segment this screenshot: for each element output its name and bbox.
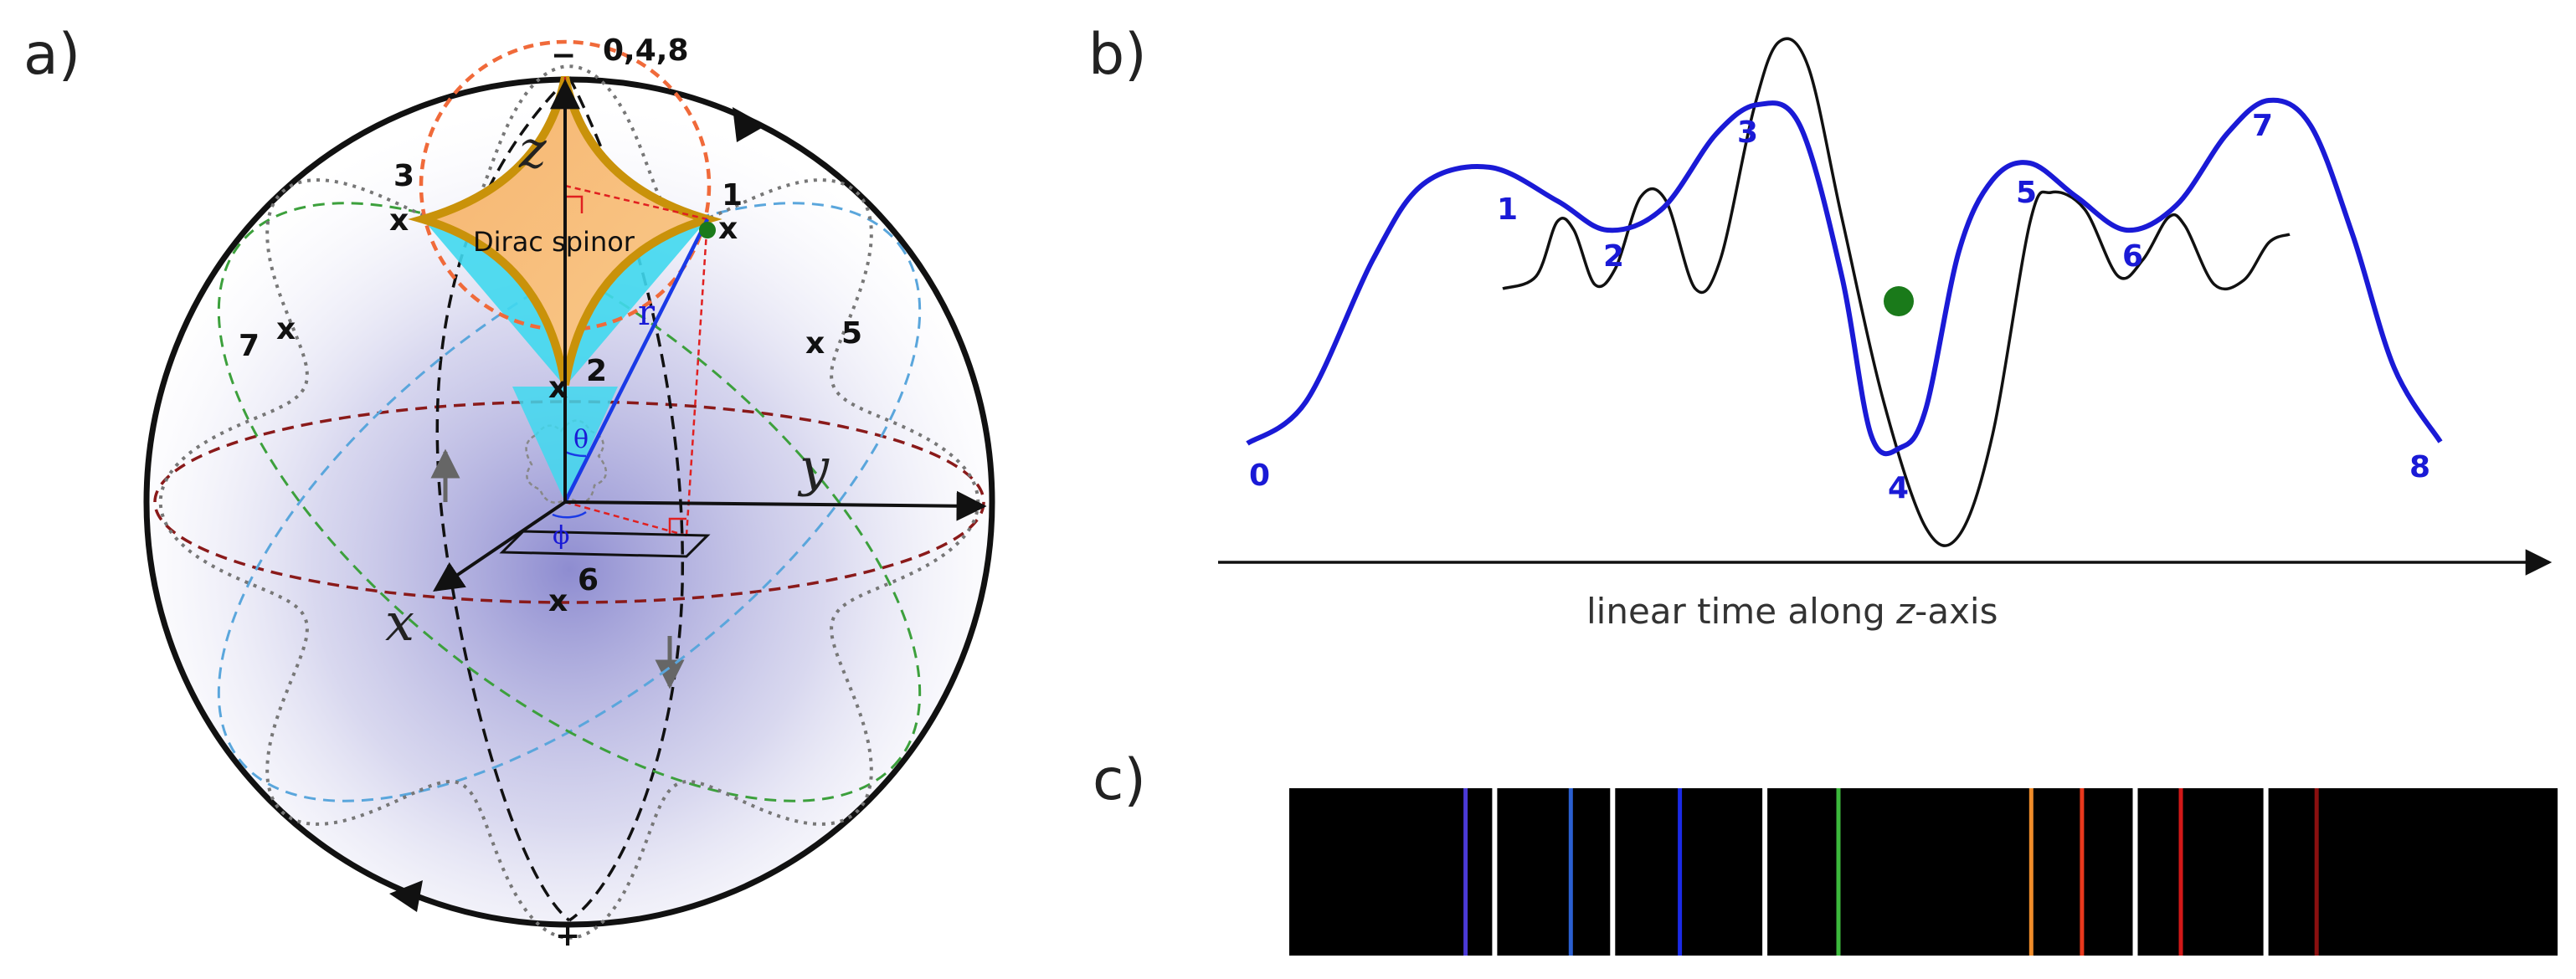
panel-b-label: b): [1088, 22, 1147, 88]
spectrum-line-3: [1836, 788, 1841, 956]
spectrum-line-5: [2080, 788, 2085, 956]
point-2-label: 2: [586, 354, 607, 388]
panel-b: b) linear time along z-axis 0 1 2 3 4 5 …: [1088, 22, 2553, 632]
panel-c: c): [1093, 747, 2558, 956]
spectrum-line-7: [2314, 788, 2319, 956]
wavy-orbit-dotted: [158, 64, 980, 940]
wave-label-0: 0: [1249, 459, 1270, 493]
radius-label: r: [638, 292, 656, 333]
rim-arrow-bottom-icon: [389, 880, 423, 912]
right-angle-mark-bottom: [668, 517, 686, 536]
point-3-marker: x: [389, 203, 409, 238]
spectrum-gap-4: [2263, 788, 2269, 956]
x-axis-arrow: [433, 500, 567, 592]
great-circle-green: [217, 202, 922, 802]
spectrum-gap-1: [1610, 788, 1616, 956]
axis-y-label: y: [797, 437, 830, 498]
point-7: x 7: [239, 312, 296, 363]
time-axis-caption: linear time along z-axis: [1586, 591, 1998, 632]
wave-label-8: 8: [2409, 450, 2430, 484]
point-2: x 2: [548, 354, 607, 405]
point-1-label: 1: [722, 178, 743, 213]
top-pole-points: 0,4,8: [603, 33, 689, 68]
spectrum-gap-0: [1492, 788, 1498, 956]
point-1-marker: x: [718, 212, 738, 246]
panel-a: a): [23, 22, 995, 953]
spectrum-lines: [1463, 788, 2319, 956]
spectrum-line-4: [2028, 788, 2034, 956]
panel-c-label: c): [1093, 747, 1146, 813]
spectrum-line-2: [1678, 788, 1683, 956]
wave-label-1: 1: [1497, 192, 1518, 227]
point-5: x 5: [805, 316, 862, 361]
radius-vector: [563, 218, 710, 504]
dirac-spinor-label: Dirac spinor: [473, 226, 635, 258]
point-5-marker: x: [805, 326, 825, 361]
great-circle-blue: [217, 202, 922, 802]
theta-label: θ: [573, 425, 589, 454]
spectrum-line-1: [1568, 788, 1573, 956]
top-pole-marker: −: [551, 38, 576, 73]
point-7-label: 7: [239, 329, 260, 363]
y-axis-arrow: [564, 490, 987, 521]
waveform-marker-point: [1884, 286, 1914, 316]
axis-z-label: z: [518, 119, 547, 180]
spectrum-line-0: [1463, 788, 1468, 956]
spectrum-bar: [1289, 788, 2558, 956]
spectrum-line-6: [2178, 788, 2183, 956]
axis-x-label: x: [385, 592, 414, 653]
wave-label-4: 4: [1888, 471, 1909, 505]
meridian-right: [568, 76, 685, 922]
projection-line-3: [564, 500, 687, 537]
projection-line-1: [564, 184, 708, 221]
point-6: x 6: [548, 563, 599, 618]
point-5-label: 5: [841, 316, 862, 351]
wave-label-5: 5: [2016, 176, 2037, 210]
xy-plane-square: [499, 530, 711, 558]
point-6-marker: x: [548, 584, 568, 618]
point-1: x 1: [718, 178, 743, 246]
point-3-label: 3: [393, 159, 414, 193]
black-waveform: [1502, 37, 2291, 547]
phi-arc: [552, 510, 587, 519]
panel-a-label: a): [23, 22, 80, 88]
point-3: x 3: [389, 159, 414, 238]
wave-label-7: 7: [2252, 109, 2273, 143]
state-point: [699, 222, 716, 238]
wave-label-6: 6: [2122, 239, 2143, 274]
right-angle-mark-top: [565, 195, 584, 213]
spectrum-gap-2: [1762, 788, 1768, 956]
point-2-marker: x: [548, 371, 568, 405]
wave-label-2: 2: [1603, 239, 1624, 274]
point-6-label: 6: [578, 563, 599, 597]
phi-label: ϕ: [553, 521, 569, 551]
origin-wobble: [525, 419, 607, 504]
blue-waveform: [1246, 97, 2443, 457]
point-7-marker: x: [276, 312, 296, 346]
wave-label-3: 3: [1737, 115, 1758, 150]
bottom-pole-marker: +: [555, 919, 580, 953]
rim-arrow-top-icon: [733, 107, 766, 142]
spectrum-gap-3: [2132, 788, 2138, 956]
